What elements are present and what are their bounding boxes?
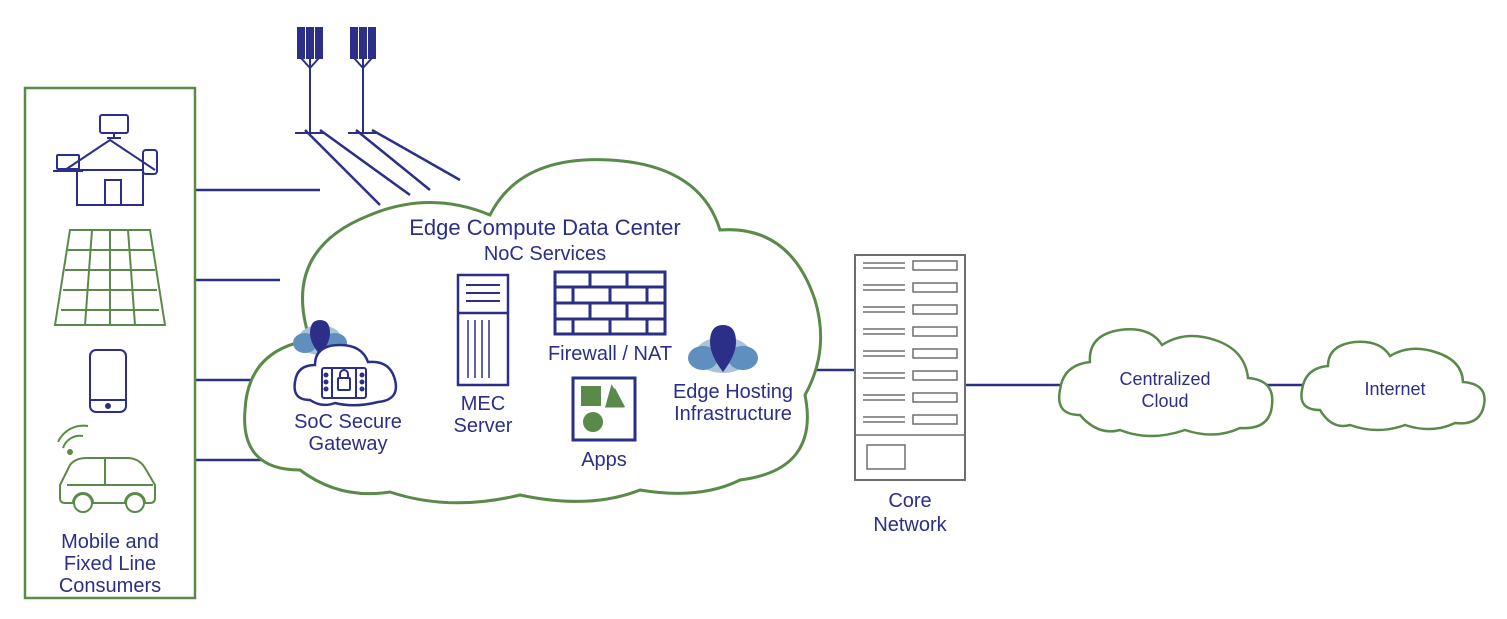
soc-label-2: Gateway <box>309 433 388 455</box>
consumers-box: Mobile and Fixed Line Consumers <box>25 88 195 598</box>
core-network-group: Core Network <box>855 255 965 536</box>
soc-label-1: SoC Secure <box>294 411 402 433</box>
apps-label: Apps <box>581 449 627 471</box>
core-label-1: Core <box>888 490 931 512</box>
centralized-label-1: Centralized <box>1119 369 1210 389</box>
centralized-cloud: Centralized Cloud <box>1059 329 1272 436</box>
mec-label-1: MEC <box>461 393 505 415</box>
firewall-group: Firewall / NAT <box>548 272 672 365</box>
mec-server-group: MEC Server <box>454 275 513 437</box>
edge-antenna-2a <box>356 130 430 190</box>
edgehost-label-1: Edge Hosting <box>673 381 793 403</box>
apps-group: Apps <box>573 378 635 471</box>
consumers-label-1: Mobile and <box>61 531 159 553</box>
core-label-2: Network <box>873 514 947 536</box>
edge-title-label: Edge Compute Data Center <box>409 215 681 240</box>
internet-cloud: Internet <box>1301 342 1484 430</box>
antenna-icon-2 <box>348 28 378 133</box>
noc-services-label: NoC Services <box>484 243 606 265</box>
internet-label: Internet <box>1364 379 1425 399</box>
consumers-label-3: Consumers <box>59 575 161 597</box>
antenna-icon-1 <box>295 28 325 133</box>
mec-label-2: Server <box>454 415 513 437</box>
consumers-label-2: Fixed Line <box>64 553 156 575</box>
edgehost-label-2: Infrastructure <box>674 403 792 425</box>
centralized-label-2: Cloud <box>1141 391 1188 411</box>
firewall-label: Firewall / NAT <box>548 343 672 365</box>
